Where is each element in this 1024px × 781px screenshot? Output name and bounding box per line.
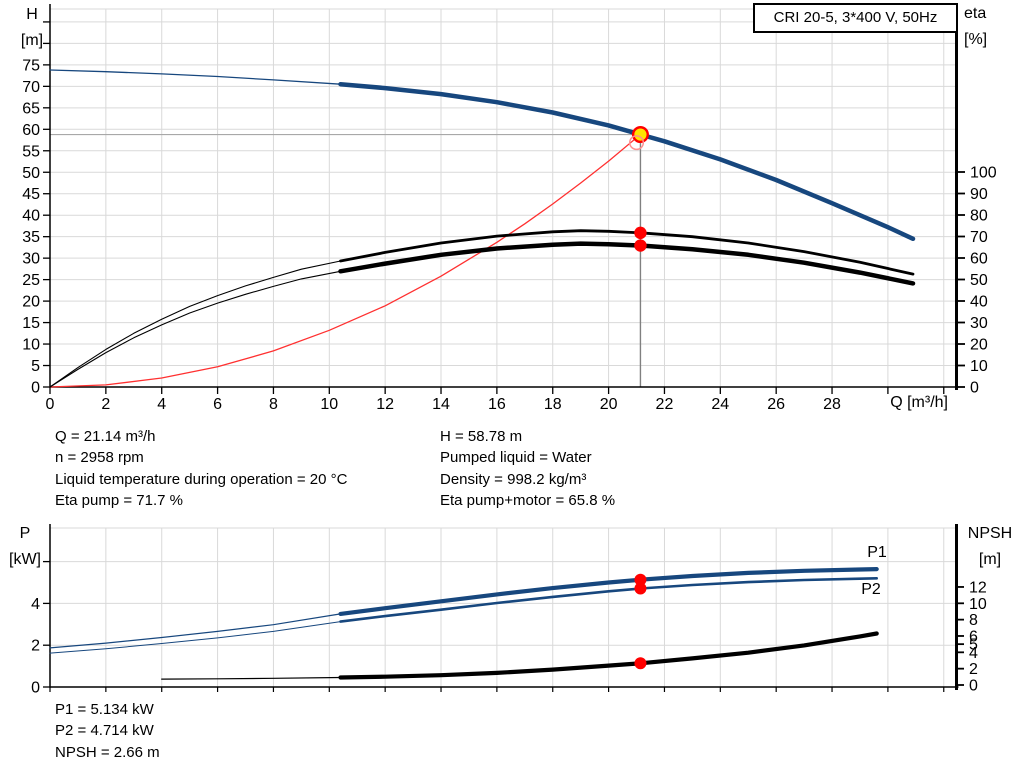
h-tick-label: 30	[22, 251, 40, 268]
p1-curve-thin	[49, 613, 342, 649]
npsh-tick-label: 6	[969, 628, 978, 645]
duty-info-left: Q = 21.14 m³/h n = 2958 rpm Liquid tempe…	[55, 426, 347, 511]
q-tick-label: 28	[823, 396, 841, 413]
q-tick-label: 20	[600, 396, 618, 413]
info-line: Density = 998.2 kg/m³	[440, 470, 587, 488]
h-tick-label: 25	[22, 272, 40, 289]
npsh-tick-label: 5	[969, 637, 978, 654]
info-line: Eta pump = 71.7 %	[55, 491, 183, 509]
h-tick-label: 40	[22, 208, 40, 225]
q-tick-label: 10	[320, 396, 338, 413]
p2-curve-thin	[49, 621, 341, 654]
h-tick-label: 70	[22, 79, 40, 96]
h-tick-label: 55	[22, 143, 40, 160]
h-tick-label: 60	[22, 122, 40, 139]
eta-pump-motor-curve-thin	[49, 270, 342, 388]
npsh-tick-label: 0	[969, 678, 978, 695]
q-tick-label: 4	[157, 396, 166, 413]
q-tick-label: 26	[767, 396, 785, 413]
p1-curve-bold	[338, 567, 879, 616]
q-tick-label: 22	[656, 396, 674, 413]
q-axis-title: Q [m³/h]	[890, 394, 948, 411]
h-tick-label: 10	[22, 337, 40, 354]
eta-tick-label: 40	[970, 294, 988, 311]
h-tick-label: 65	[22, 100, 40, 117]
npsh-curve-bold	[338, 631, 879, 680]
eta-tick-label: 10	[970, 358, 988, 375]
hq-curve-thin	[49, 69, 342, 85]
h-tick-label: 0	[31, 380, 40, 397]
npsh-axis-title: NPSH [m]	[967, 525, 1013, 568]
h-tick-label: 35	[22, 229, 40, 246]
npsh-tick-label: 12	[969, 579, 987, 596]
pump-model-label: CRI 20-5, 3*400 V, 50Hz	[773, 9, 938, 26]
eta-pump-curve-bold	[339, 229, 915, 276]
eta-tick-label: 30	[970, 315, 988, 332]
eta-tick-label: 80	[970, 208, 988, 225]
q-tick-label: 14	[432, 396, 450, 413]
duty-info-bottom: P1 = 5.134 kW P2 = 4.714 kW NPSH = 2.66 …	[55, 699, 160, 763]
affinity-parabola	[49, 133, 642, 388]
duty-ring-marker	[628, 135, 645, 151]
series-label-p1: P1	[867, 544, 887, 561]
h-tick-label: 50	[22, 165, 40, 182]
p2-curve-bold	[339, 577, 878, 623]
info-line: P2 = 4.714 kW	[55, 722, 154, 740]
npsh-tick-label: 2	[969, 661, 978, 678]
eta-tick-label: 50	[970, 272, 988, 289]
npsh-dot	[634, 657, 647, 670]
eta-pump-motor-dot	[634, 239, 647, 252]
eta-pump-motor-curve-bold	[338, 241, 916, 286]
pump-model-label-box: CRI 20-5, 3*400 V, 50Hz	[753, 3, 958, 33]
npsh-tick-label: 8	[969, 612, 978, 629]
info-line: n = 2958 rpm	[55, 449, 144, 467]
info-line: H = 58.78 m	[440, 428, 523, 445]
info-line: P1 = 5.134 kW	[55, 701, 154, 718]
eta-pump-curve-thin	[49, 260, 342, 388]
h-axis-title: H [m]	[20, 6, 44, 49]
h-tick-label: 5	[31, 358, 40, 375]
info-line: Q = 21.14 m³/h	[55, 428, 156, 445]
eta-tick-label: 100	[970, 165, 997, 182]
info-line: Liquid temperature during operation = 20…	[55, 470, 348, 488]
npsh-curve-thin	[161, 676, 342, 680]
info-line: Eta pump+motor = 65.8 %	[440, 491, 616, 509]
p-tick-label: 0	[31, 680, 40, 697]
info-line: NPSH = 2.66 m	[55, 743, 160, 761]
q-tick-label: 24	[711, 396, 729, 413]
eta-tick-label: 20	[970, 337, 988, 354]
h-tick-label: 45	[22, 186, 40, 203]
q-tick-label: 12	[376, 396, 394, 413]
eta-tick-label: 0	[970, 380, 979, 397]
eta-tick-label: 90	[970, 186, 988, 203]
h-tick-label: 75	[22, 57, 40, 74]
q-tick-label: 6	[213, 396, 222, 413]
duty-point-marker	[631, 126, 649, 144]
eta-tick-label: 60	[970, 251, 988, 268]
npsh-tick-label: 10	[969, 596, 987, 613]
p-axis-title: P [kW]	[9, 525, 41, 568]
q-tick-label: 2	[101, 396, 110, 413]
info-line: Pumped liquid = Water	[440, 449, 592, 467]
q-tick-label: 16	[488, 396, 506, 413]
p2-dot	[634, 582, 647, 595]
q-tick-label: 0	[46, 396, 55, 413]
eta-tick-label: 70	[970, 229, 988, 246]
p-tick-label: 4	[31, 596, 40, 613]
q-tick-label: 8	[269, 396, 278, 413]
duty-info-right: H = 58.78 m Pumped liquid = Water Densit…	[440, 426, 615, 511]
p1-dot	[634, 573, 647, 586]
series-label-p2: P2	[861, 581, 881, 598]
eta-axis-title: eta [%]	[964, 5, 988, 48]
h-tick-label: 15	[22, 315, 40, 332]
q-tick-label: 18	[544, 396, 562, 413]
h-tick-label: 20	[22, 294, 40, 311]
eta-pump-dot	[634, 226, 647, 240]
npsh-tick-label: 4	[969, 645, 978, 662]
p-tick-label: 2	[31, 638, 40, 655]
